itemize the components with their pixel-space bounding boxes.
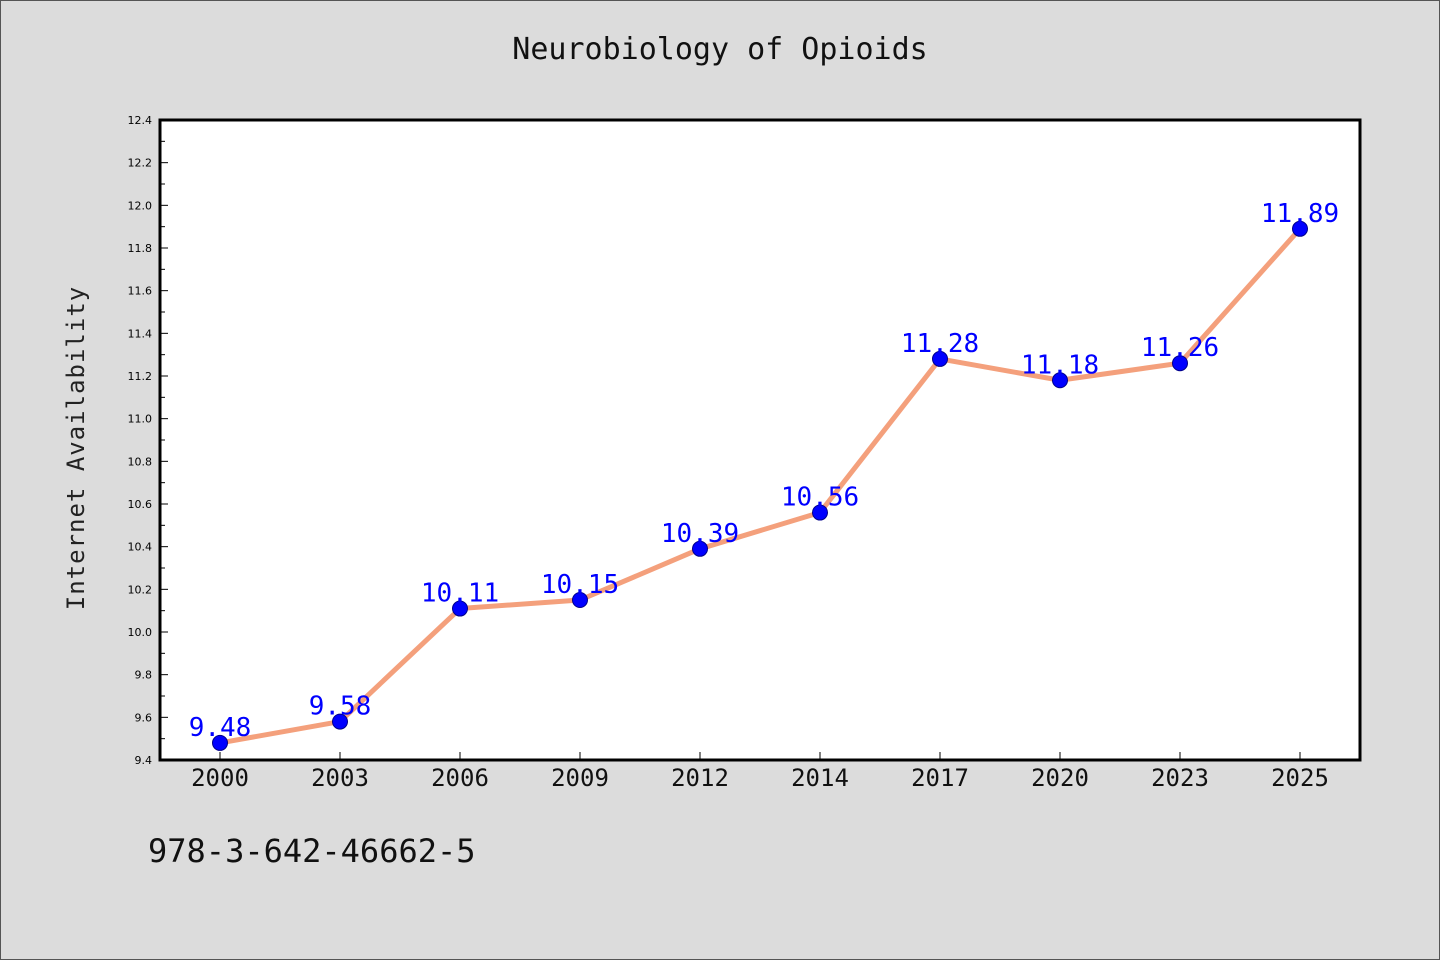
y-tick-label: 12.0: [128, 199, 153, 212]
y-tick-label: 10.4: [128, 541, 153, 554]
x-tick-label: 2003: [311, 764, 369, 792]
data-label: 10.15: [541, 570, 619, 600]
data-label: 11.26: [1141, 333, 1219, 363]
plot-area: [160, 120, 1360, 760]
y-tick-label: 11.4: [128, 327, 153, 340]
data-point: [812, 504, 828, 521]
data-label: 11.28: [901, 329, 979, 359]
data-point: [932, 350, 948, 367]
data-point: [212, 734, 228, 751]
y-tick-label: 9.4: [135, 754, 153, 767]
data-label: 11.89: [1261, 199, 1339, 229]
data-point: [572, 592, 588, 608]
x-tick-label: 2025: [1271, 764, 1329, 792]
data-label: 10.56: [781, 483, 859, 513]
x-tick-label: 2023: [1151, 764, 1209, 792]
x-tick-label: 2009: [551, 764, 609, 792]
y-tick-label: 12.2: [128, 157, 153, 170]
data-label: 9.48: [189, 713, 252, 743]
data-point: [1172, 355, 1188, 372]
x-tick-label: 2014: [791, 764, 849, 792]
x-tick-label: 2000: [191, 764, 249, 792]
chart-title: Neurobiology of Opioids: [512, 32, 928, 67]
y-tick-label: 11.6: [128, 285, 153, 298]
data-point: [332, 713, 348, 730]
y-tick-label: 11.2: [128, 370, 153, 383]
y-tick-label: 9.8: [135, 669, 153, 682]
y-tick-label: 10.8: [128, 455, 153, 468]
plot-border: [158, 118, 1362, 762]
data-label: 9.58: [309, 692, 372, 722]
data-point: [452, 600, 468, 617]
y-tick-label: 12.4: [128, 114, 153, 127]
data-label: 10.11: [421, 579, 499, 609]
data-point: [692, 540, 708, 557]
y-tick-label: 11.0: [128, 413, 153, 426]
y-tick-label: 9.6: [135, 711, 153, 724]
isbn-text: 978-3-642-46662-5: [148, 832, 476, 870]
data-label: 10.39: [661, 519, 739, 549]
x-tick-label: 2012: [671, 764, 729, 792]
data-point: [1292, 220, 1308, 237]
x-tick-label: 2017: [911, 764, 969, 792]
x-tick-label: 2020: [1031, 764, 1089, 792]
y-tick-label: 10.6: [128, 498, 153, 511]
series-line: [217, 226, 1303, 746]
y-tick-label: 10.0: [128, 626, 153, 639]
y-tick-label: 11.8: [128, 242, 153, 255]
data-label: 11.18: [1021, 350, 1099, 380]
y-tick-label: 10.2: [128, 583, 153, 596]
data-point: [1052, 372, 1068, 389]
x-tick-label: 2006: [431, 764, 489, 792]
